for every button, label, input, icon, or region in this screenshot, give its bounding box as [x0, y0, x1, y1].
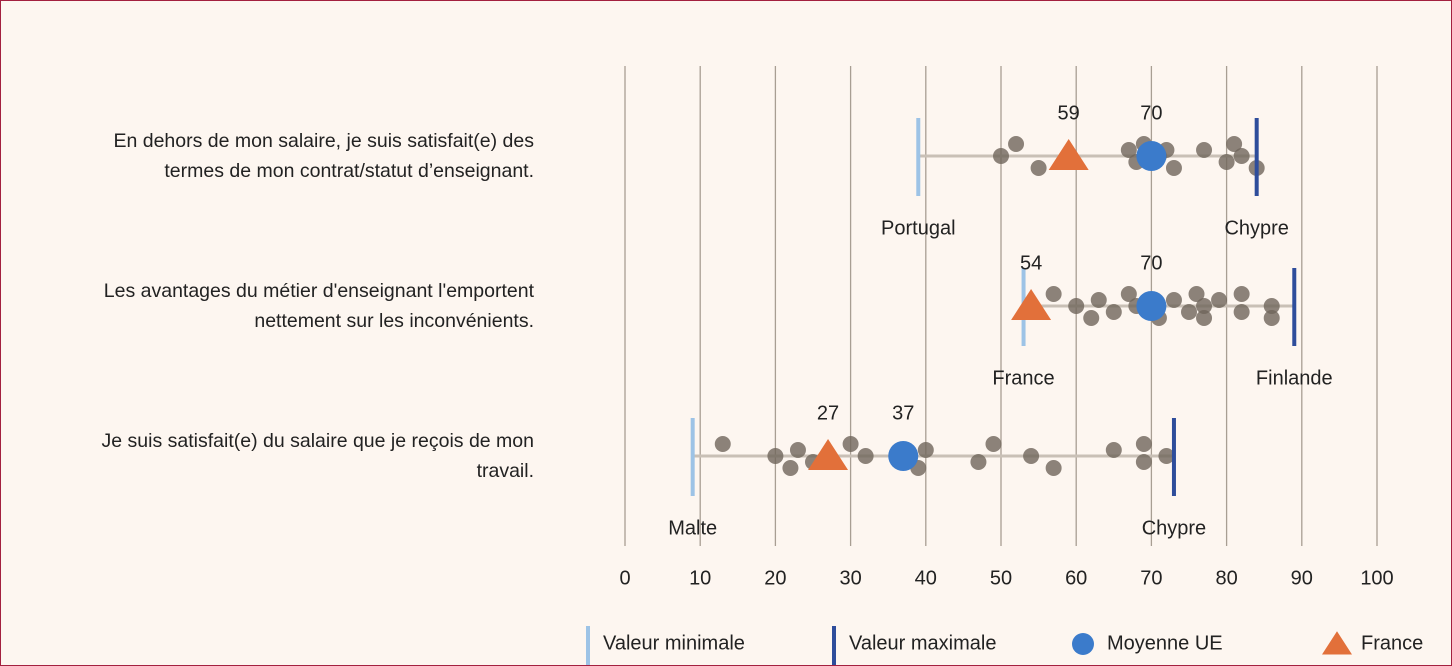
country-dot [1233, 286, 1250, 302]
legend-label: Valeur maximale [849, 632, 996, 654]
country-dot [714, 436, 731, 452]
country-dot [1165, 160, 1182, 176]
country-dot [1211, 292, 1228, 308]
country-dot [1233, 148, 1250, 164]
country-dot [1233, 304, 1250, 320]
country-dot [1120, 286, 1137, 302]
country-dot [1120, 142, 1137, 158]
country-dot [1181, 304, 1197, 320]
country-label: Portugal [881, 217, 956, 239]
x-tick-label: 80 [1215, 567, 1237, 589]
legend-label: France [1361, 632, 1423, 654]
country-dot [970, 454, 987, 470]
country-dot [1196, 298, 1213, 314]
country-dot [1045, 460, 1062, 476]
country-dot [1090, 292, 1107, 308]
x-tick-label: 60 [1065, 567, 1087, 589]
country-label: Chypre [1224, 217, 1288, 239]
country-dot [1188, 286, 1205, 302]
france-label: 27 [817, 402, 839, 424]
country-dot [1135, 436, 1152, 452]
country-dot [857, 448, 874, 464]
country-dot [1083, 310, 1100, 326]
country-dot [1023, 448, 1040, 464]
country-label: Chypre [1142, 517, 1206, 539]
x-tick-label: 70 [1140, 567, 1162, 589]
country-dot [1008, 136, 1025, 152]
x-tick-label: 30 [839, 567, 861, 589]
category-label: Je suis satisfait(e) du salaire que je r… [101, 430, 534, 482]
france-label: 59 [1058, 102, 1080, 124]
legend-swatch [1322, 631, 1352, 655]
country-dot [917, 442, 934, 458]
legend-label: Moyenne UE [1107, 632, 1223, 654]
country-dot [1045, 286, 1062, 302]
country-dot [993, 148, 1009, 164]
x-tick-label: 10 [689, 567, 711, 589]
country-dot [1263, 310, 1280, 326]
country-dot [1165, 292, 1182, 308]
x-tick-label: 50 [990, 567, 1012, 589]
legend-swatch [1072, 633, 1094, 655]
mean-marker [888, 441, 919, 471]
country-dot [789, 442, 806, 458]
france-label: 54 [1020, 252, 1042, 274]
country-dot [985, 436, 1002, 452]
country-dot [1135, 454, 1152, 470]
country-dot [1105, 304, 1122, 320]
france-marker [1048, 139, 1089, 170]
country-dot [782, 460, 799, 476]
mean-label: 70 [1140, 252, 1162, 274]
country-dot [1226, 136, 1243, 152]
france-marker [1011, 289, 1052, 320]
mean-marker [1136, 141, 1167, 171]
category-label: Les avantages du métier d'enseignant l'e… [103, 280, 534, 332]
country-dot [1105, 442, 1122, 458]
x-tick-label: 100 [1360, 567, 1393, 589]
mean-marker [1136, 291, 1167, 321]
x-tick-label: 90 [1291, 567, 1313, 589]
country-dot [1196, 142, 1213, 158]
country-label: Malte [668, 517, 717, 539]
country-dot [1068, 298, 1085, 314]
country-dot [1030, 160, 1047, 176]
x-tick-label: 40 [915, 567, 937, 589]
country-dot [842, 436, 859, 452]
country-dot [1263, 298, 1280, 314]
country-label: France [992, 367, 1054, 389]
country-dot [1218, 154, 1235, 170]
mean-label: 70 [1140, 102, 1162, 124]
x-tick-label: 0 [619, 567, 630, 589]
country-label: Finlande [1256, 367, 1333, 389]
country-dot [1196, 310, 1213, 326]
country-dot [1158, 448, 1175, 464]
legend-label: Valeur minimale [603, 632, 745, 654]
mean-label: 37 [892, 402, 914, 424]
france-marker [808, 439, 849, 470]
x-tick-label: 20 [764, 567, 786, 589]
category-label: En dehors de mon salaire, je suis satisf… [113, 130, 534, 182]
country-dot [767, 448, 784, 464]
